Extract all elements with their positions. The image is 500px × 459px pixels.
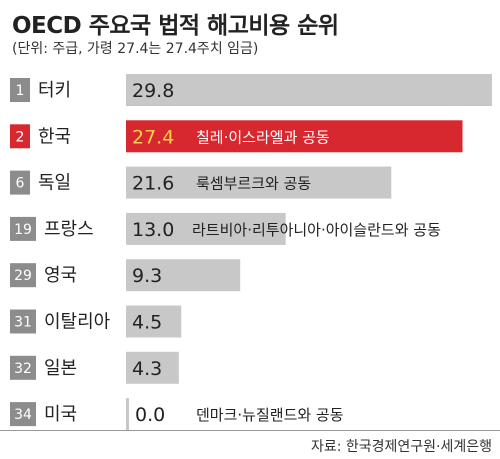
- source-note: 자료: 한국경제연구원·세계은행: [310, 439, 492, 455]
- rank-label: 32: [14, 361, 32, 377]
- country-label: 일본: [44, 358, 77, 379]
- country-label: 프랑스: [44, 219, 94, 240]
- value-label: 0.0: [135, 404, 165, 426]
- rank-label: 1: [16, 83, 25, 99]
- chart-title: OECD 주요국 법적 해고비용 순위: [12, 13, 339, 39]
- bar-note: 룩셈부르크와 공동: [196, 175, 311, 193]
- rank-label: 19: [14, 222, 32, 238]
- bar: [126, 212, 286, 245]
- rank-label: 29: [14, 268, 32, 284]
- rank-badge: [10, 355, 36, 380]
- value-label: 21.6: [132, 173, 174, 195]
- rank-badge: [10, 216, 36, 241]
- bar: [126, 74, 492, 106]
- value-label: 4.3: [132, 358, 162, 380]
- rank-badge: [10, 309, 36, 334]
- value-label: 4.5: [132, 312, 162, 334]
- rank-label: 31: [14, 315, 32, 331]
- value-label: 29.8: [132, 80, 174, 102]
- bar: [126, 120, 463, 153]
- country-label: 이탈리아: [44, 312, 111, 333]
- value-label: 9.3: [132, 265, 162, 287]
- rank-label: 6: [16, 176, 25, 192]
- country-label: 터키: [38, 80, 71, 101]
- bar: [126, 398, 129, 430]
- source-divider: [0, 430, 500, 431]
- country-label: 영국: [44, 265, 77, 286]
- bar-note: 칠레·이스라엘과 공동: [196, 128, 330, 146]
- country-label: 미국: [44, 404, 77, 425]
- rank-badge: [10, 78, 30, 102]
- bar: [126, 259, 241, 292]
- bar-chart: 1 터키 29.8 2 한국 27.4 칠레·이스라엘과 공동 6 독일 21.6 룩셈부르크와 공…: [10, 74, 492, 430]
- bar: [126, 305, 182, 338]
- rank-badge: [10, 263, 36, 288]
- bar: [126, 351, 179, 384]
- bar-note: 라트비아·리투아니아·아이슬란드와 공동: [192, 221, 441, 239]
- chart-subtitle: (단위: 주급, 가령 27.4는 27.4주치 임금): [12, 41, 259, 57]
- bar: [126, 166, 392, 199]
- rank-label: 34: [14, 407, 32, 423]
- country-label: 독일: [38, 173, 71, 194]
- bar-note: 덴마크·뉴질랜드와 공동: [196, 406, 344, 424]
- value-label: 27.4: [132, 126, 174, 148]
- rank-badge: [10, 170, 30, 195]
- rank-label: 2: [16, 129, 25, 145]
- rank-badge: [10, 402, 36, 427]
- rank-badge: [10, 124, 30, 149]
- country-label: 한국: [38, 126, 71, 147]
- value-label: 13.0: [132, 219, 174, 241]
